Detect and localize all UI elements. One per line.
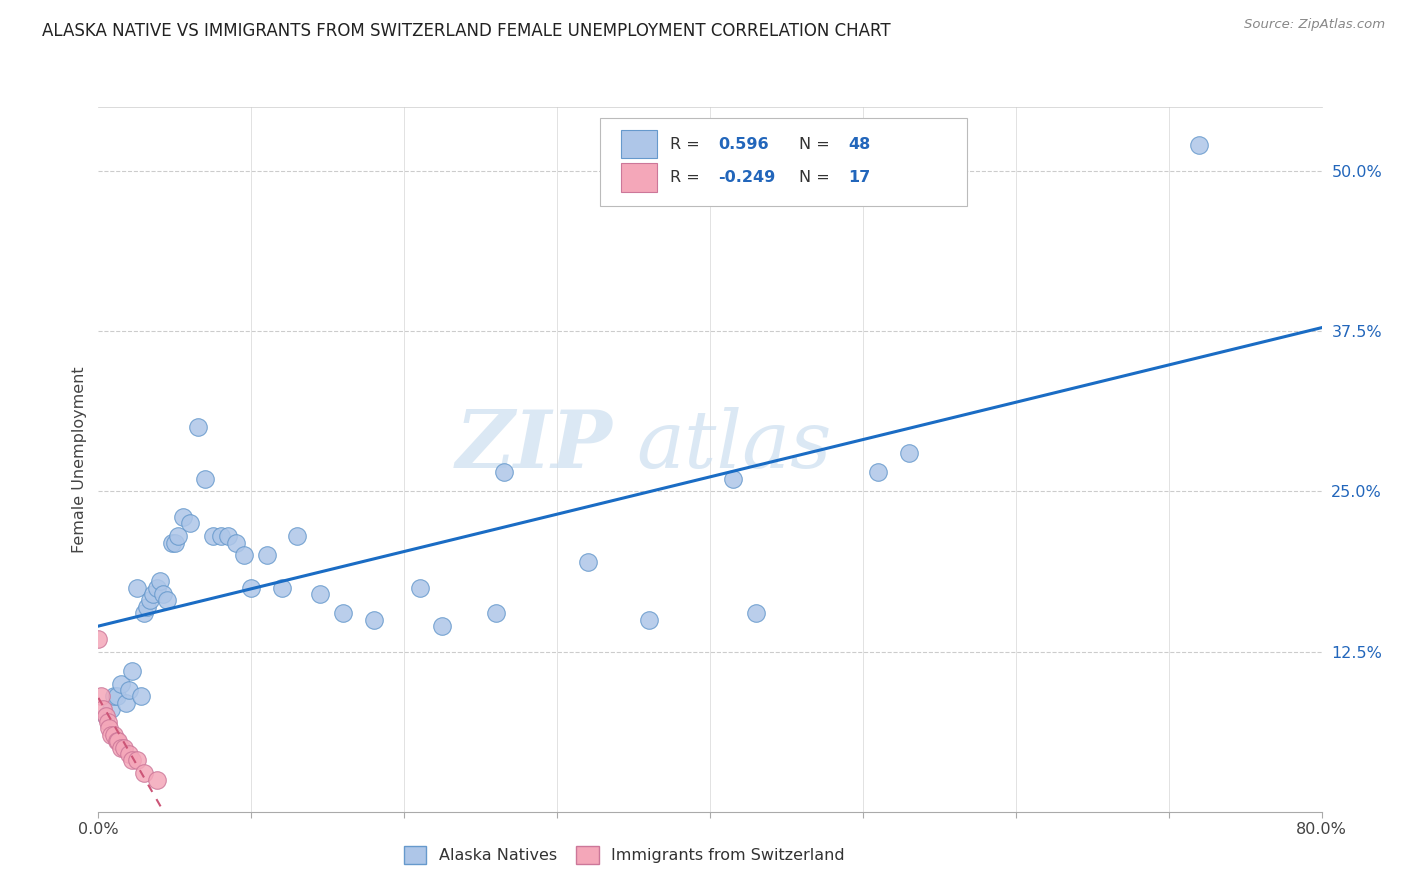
Text: ZIP: ZIP [456, 407, 612, 484]
Point [432, 619, 454, 633]
Point [90, 690, 112, 704]
Legend: Alaska Natives, Immigrants from Switzerland: Alaska Natives, Immigrants from Switzerl… [398, 839, 852, 871]
Point [98, 722, 121, 736]
Point [172, 510, 194, 524]
Point [125, 754, 148, 768]
Point [179, 516, 201, 531]
Point [363, 613, 385, 627]
Point [145, 581, 167, 595]
Text: 0.596: 0.596 [718, 136, 769, 152]
Point [194, 472, 217, 486]
Point [118, 683, 141, 698]
Text: ALASKA NATIVE VS IMMIGRANTS FROM SWITZERLAND FEMALE UNEMPLOYMENT CORRELATION CHA: ALASKA NATIVE VS IMMIGRANTS FROM SWITZER… [42, 22, 891, 40]
Text: N =: N = [800, 136, 830, 152]
Point [721, 472, 744, 486]
Bar [620, 163, 658, 192]
Point [100, 702, 122, 716]
Point [129, 690, 152, 704]
Point [576, 555, 599, 569]
Point [149, 574, 172, 588]
Point [256, 549, 278, 563]
Point [225, 535, 247, 549]
Point [125, 581, 148, 595]
Text: -0.249: -0.249 [718, 170, 776, 185]
Point [745, 606, 768, 620]
Point [103, 690, 125, 704]
Point [868, 465, 890, 479]
Point [637, 613, 661, 627]
Text: N =: N = [800, 170, 830, 185]
Point [87, 632, 110, 646]
Point [115, 696, 138, 710]
Text: Source: ZipAtlas.com: Source: ZipAtlas.com [1244, 18, 1385, 31]
Point [121, 664, 143, 678]
Point [1188, 138, 1211, 153]
Point [232, 549, 254, 563]
Point [139, 593, 162, 607]
Point [332, 606, 354, 620]
Bar [620, 130, 658, 159]
Point [187, 420, 209, 434]
Point [145, 772, 167, 787]
Point [94, 708, 117, 723]
Point [134, 606, 156, 620]
Point [492, 465, 515, 479]
Point [156, 593, 179, 607]
Text: 17: 17 [848, 170, 870, 185]
Point [240, 581, 263, 595]
Point [209, 529, 232, 543]
Point [142, 587, 165, 601]
Point [91, 702, 114, 716]
Y-axis label: Female Unemployment: Female Unemployment [72, 366, 87, 553]
Point [897, 446, 920, 460]
Point [94, 708, 117, 723]
Point [408, 581, 430, 595]
Point [136, 599, 159, 614]
Point [217, 529, 239, 543]
Text: 48: 48 [848, 136, 870, 152]
Text: atlas: atlas [637, 407, 832, 484]
Point [152, 587, 174, 601]
Point [105, 734, 128, 748]
Point [110, 676, 132, 690]
Point [105, 690, 128, 704]
FancyBboxPatch shape [600, 118, 967, 206]
Point [121, 754, 143, 768]
Point [270, 581, 292, 595]
Point [134, 766, 156, 780]
Point [103, 728, 125, 742]
Text: R =: R = [669, 136, 699, 152]
Point [112, 740, 135, 755]
Point [160, 535, 183, 549]
Point [97, 714, 120, 729]
Point [110, 740, 132, 755]
Point [485, 606, 508, 620]
Point [163, 535, 186, 549]
Point [118, 747, 141, 761]
Point [309, 587, 332, 601]
Point [100, 728, 122, 742]
Point [167, 529, 190, 543]
Point [285, 529, 308, 543]
Text: R =: R = [669, 170, 699, 185]
Point [202, 529, 225, 543]
Point [107, 734, 129, 748]
